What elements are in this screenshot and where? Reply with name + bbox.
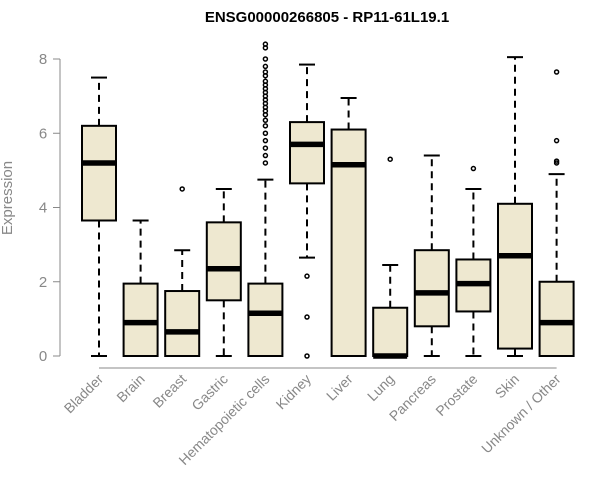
y-axis-label: Expression [0, 161, 16, 235]
outlier-point [304, 273, 310, 279]
iqr-box [205, 221, 242, 302]
iqr-box [81, 124, 117, 222]
y-tick-label: 0 [39, 348, 47, 365]
category-label: Unknown / Other [478, 371, 564, 457]
outlier-point [304, 353, 310, 359]
category-label: Brain [113, 371, 147, 405]
outlier-point [262, 137, 269, 144]
box-liver [330, 96, 367, 357]
outlier-point [262, 63, 269, 70]
box-kidney [289, 63, 325, 359]
outlier-point [262, 56, 269, 62]
iqr-box [413, 249, 450, 328]
outlier-point [262, 69, 269, 75]
outlier-point [262, 41, 269, 47]
box-unknown-other [538, 69, 575, 357]
box-hematopoietic-cells [247, 41, 284, 358]
iqr-box [247, 282, 284, 358]
iqr-box [538, 280, 575, 357]
box-gastric [205, 187, 242, 357]
outlier-point [262, 160, 269, 166]
category-label: Liver [323, 371, 356, 404]
box-skin [497, 56, 533, 357]
outlier-point [262, 152, 269, 159]
chart-title: ENSG00000266805 - RP11-61L19.1 [205, 9, 449, 26]
iqr-box [372, 306, 409, 357]
y-tick-label: 8 [39, 51, 47, 68]
outlier-point [262, 117, 269, 124]
box-brain [122, 219, 159, 358]
category-label: Kidney [273, 371, 315, 413]
y-tick-label: 2 [39, 274, 47, 291]
outlier-point [470, 165, 477, 172]
outlier-point [179, 186, 185, 192]
outlier-point [262, 145, 269, 151]
outlier-point [262, 123, 269, 129]
y-tick-label: 4 [39, 200, 47, 217]
box-lung [372, 156, 409, 359]
outlier-point [553, 69, 560, 75]
y-tick-label: 6 [39, 125, 47, 142]
box-breast [164, 186, 201, 357]
box-group [81, 41, 575, 359]
box-pancreas [413, 154, 450, 357]
category-label: Skin [492, 371, 523, 402]
category-label: Bladder [61, 371, 107, 417]
iqr-box [289, 121, 325, 185]
category-label: Breast [149, 371, 189, 411]
outlier-point [553, 158, 560, 164]
iqr-box [164, 290, 201, 357]
iqr-box [122, 282, 159, 358]
iqr-box [497, 202, 533, 350]
category-label: Prostate [432, 371, 480, 419]
outlier-point [553, 137, 560, 144]
category-label: Lung [364, 371, 397, 404]
outlier-point [387, 156, 393, 162]
box-bladder [81, 76, 117, 357]
outlier-point [304, 314, 310, 320]
box-prostate [455, 165, 492, 357]
outlier-point [262, 130, 269, 136]
y-axis: 0 2 4 6 8 [39, 51, 557, 369]
outlier-point [262, 78, 269, 85]
